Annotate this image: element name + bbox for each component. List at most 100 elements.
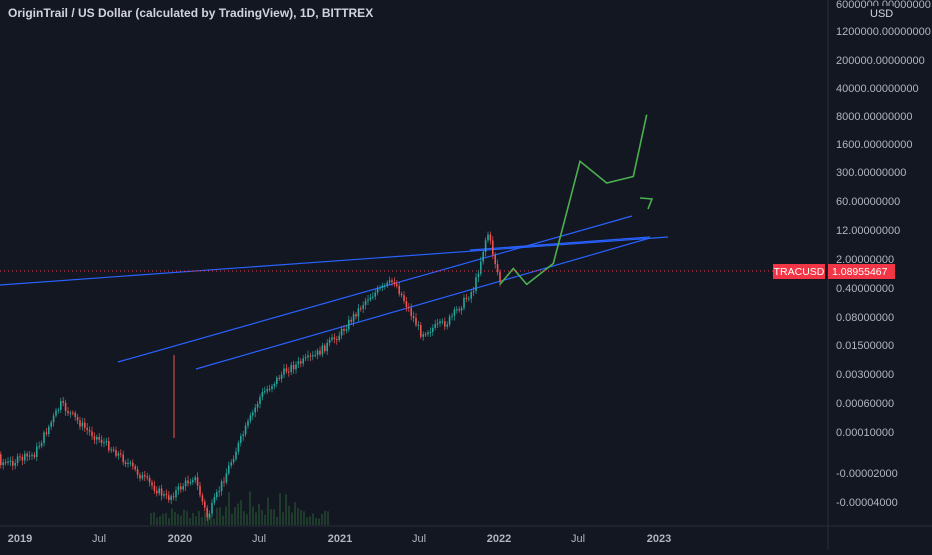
candle <box>91 431 93 437</box>
volume-bar <box>315 517 317 525</box>
candle <box>223 481 225 483</box>
candle <box>93 436 96 440</box>
candle <box>295 364 297 370</box>
candle <box>168 495 170 501</box>
y-tick-label: 40000.00000000 <box>836 83 919 95</box>
candle <box>324 345 326 352</box>
candle <box>496 264 499 273</box>
trendline[interactable] <box>469 236 651 251</box>
candle <box>472 291 475 293</box>
candle <box>456 309 458 311</box>
volume-bar <box>270 509 272 525</box>
candle <box>439 321 441 324</box>
candle <box>180 486 182 490</box>
y-tick-label: 0.00010000 <box>836 427 894 439</box>
candle <box>211 502 213 514</box>
candle <box>314 354 316 356</box>
candle <box>333 337 336 340</box>
volume-bar <box>234 507 236 525</box>
candle <box>441 321 444 323</box>
candle <box>376 288 379 293</box>
trendline[interactable] <box>117 215 633 363</box>
volume-bar <box>324 510 326 525</box>
candle <box>0 454 2 466</box>
candle <box>43 432 45 443</box>
candle <box>297 361 300 365</box>
trendline[interactable] <box>0 236 669 286</box>
volume-bar <box>258 503 260 525</box>
candle <box>69 412 72 414</box>
candle <box>247 420 249 426</box>
candle <box>134 466 136 470</box>
volume-bar <box>312 513 314 525</box>
candle <box>184 480 187 487</box>
candle <box>196 477 199 486</box>
candle <box>45 432 48 434</box>
volume-bar <box>243 511 245 525</box>
x-tick-label: Jul <box>571 533 585 545</box>
candle <box>57 409 60 411</box>
candle <box>249 415 252 421</box>
candle <box>494 254 496 265</box>
volume-bar <box>192 513 194 525</box>
candle <box>288 371 290 373</box>
y-tick-label: 0.40000000 <box>836 283 894 295</box>
candle <box>307 355 309 358</box>
last-price-tag: 1.08955467 <box>832 266 888 278</box>
candle <box>302 358 304 364</box>
symbol-tag-bg <box>773 264 825 279</box>
candle <box>273 383 276 387</box>
y-tick-label: 1600.00000000 <box>836 139 912 151</box>
volume-bar <box>267 497 269 525</box>
volume-bar <box>180 515 182 525</box>
candle <box>105 440 108 443</box>
candle <box>343 328 345 331</box>
volume-bar <box>210 516 212 525</box>
candle <box>393 282 396 284</box>
symbol-tag: TRACUSD <box>774 266 825 278</box>
candle <box>52 415 55 423</box>
candle <box>252 412 254 416</box>
volume-bar <box>189 518 191 525</box>
candle <box>268 388 271 390</box>
candle <box>362 305 364 309</box>
candle <box>146 476 148 478</box>
candle <box>489 234 492 241</box>
candle <box>360 308 362 310</box>
candle <box>321 345 324 355</box>
candle <box>228 465 230 474</box>
candle <box>410 308 412 317</box>
last-price-tag-bg <box>828 264 895 279</box>
candle <box>444 321 446 327</box>
trendline[interactable] <box>195 237 651 370</box>
candle <box>141 475 144 479</box>
candle <box>482 251 484 262</box>
candle <box>9 460 12 462</box>
candle <box>309 355 312 357</box>
volume-bar <box>240 500 242 525</box>
candle <box>127 462 129 464</box>
candle <box>26 453 28 457</box>
candle <box>122 454 124 463</box>
candle <box>21 457 24 461</box>
candle <box>170 496 172 501</box>
candle <box>417 324 420 326</box>
candle <box>331 337 333 340</box>
volume-bar <box>207 513 209 525</box>
volume-bar <box>297 507 299 525</box>
candle <box>201 495 204 502</box>
candle <box>355 314 357 317</box>
projection-path[interactable] <box>499 114 648 286</box>
candle <box>7 461 9 463</box>
volume-bar <box>171 508 173 525</box>
candle <box>432 327 434 332</box>
candle <box>84 422 86 428</box>
candle <box>271 386 273 389</box>
candle <box>391 280 393 283</box>
candle <box>345 329 348 331</box>
candle <box>398 285 400 294</box>
candle <box>350 319 352 322</box>
candle <box>139 474 141 479</box>
